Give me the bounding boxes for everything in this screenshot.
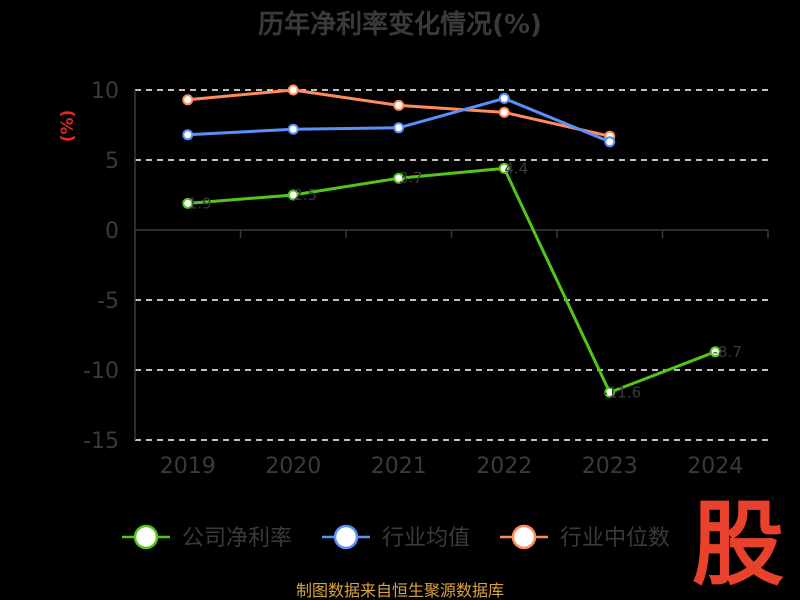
stock-logo: 股 (692, 491, 784, 598)
y-tick-label: -10 (83, 359, 119, 384)
data-label: 4.4 (504, 159, 528, 177)
series-point-0 (182, 197, 194, 209)
legend-marker (333, 524, 359, 550)
data-source-note: 制图数据来自恒生聚源数据库 (296, 581, 504, 600)
legend-label: 行业中位数 (560, 526, 670, 551)
data-label: -11.6 (602, 383, 641, 401)
data-label: -8.7 (713, 343, 742, 361)
series-point-0 (709, 346, 721, 358)
grid-lines (135, 89, 768, 441)
series-point-2 (182, 94, 194, 106)
y-axis-unit-label: (%) (58, 110, 78, 143)
series-point-0 (393, 172, 405, 184)
series-point-0 (498, 162, 510, 174)
legend-marker (133, 524, 159, 550)
series-point-1 (287, 123, 299, 135)
series-point-2 (498, 106, 510, 118)
series-point-2 (393, 99, 405, 111)
x-tick-label: 2019 (160, 454, 216, 479)
y-tick-label: -5 (97, 289, 119, 314)
legend-marker (511, 524, 537, 550)
y-tick-label: 0 (105, 219, 119, 244)
legend-label: 行业均值 (382, 526, 470, 551)
series-point-1 (604, 136, 616, 148)
axes: 10 5 0 -5 -10 -15 2019 2020 2021 2022 2023 2024 (83, 79, 769, 479)
series-point-0 (287, 189, 299, 201)
series-lines: 1.9 2.5 3.7 4.4 -11.6 -8.7 (182, 84, 742, 401)
series-point-1 (393, 122, 405, 134)
x-tick-label: 2020 (265, 454, 321, 479)
chart-title: 历年净利率变化情况(%) (258, 9, 542, 40)
series-line-0 (187, 166, 716, 394)
x-tick-label: 2022 (476, 454, 532, 479)
x-tick-label: 2021 (371, 454, 427, 479)
legend: 公司净利率 行业均值 行业中位数 (122, 524, 670, 551)
data-label: 2.5 (293, 186, 317, 204)
y-tick-label: -15 (83, 429, 119, 454)
x-tick-label: 2023 (582, 454, 638, 479)
series-point-1 (182, 129, 194, 141)
data-label: 1.9 (188, 194, 212, 212)
series-point-1 (498, 92, 510, 104)
y-tick-label: 5 (105, 149, 119, 174)
y-tick-label: 10 (91, 79, 119, 104)
series-point-0 (604, 386, 616, 398)
series-point-2 (287, 84, 299, 96)
x-tick-label: 2024 (687, 454, 743, 479)
legend-label: 公司净利率 (182, 526, 292, 551)
data-label: 3.7 (399, 169, 423, 187)
